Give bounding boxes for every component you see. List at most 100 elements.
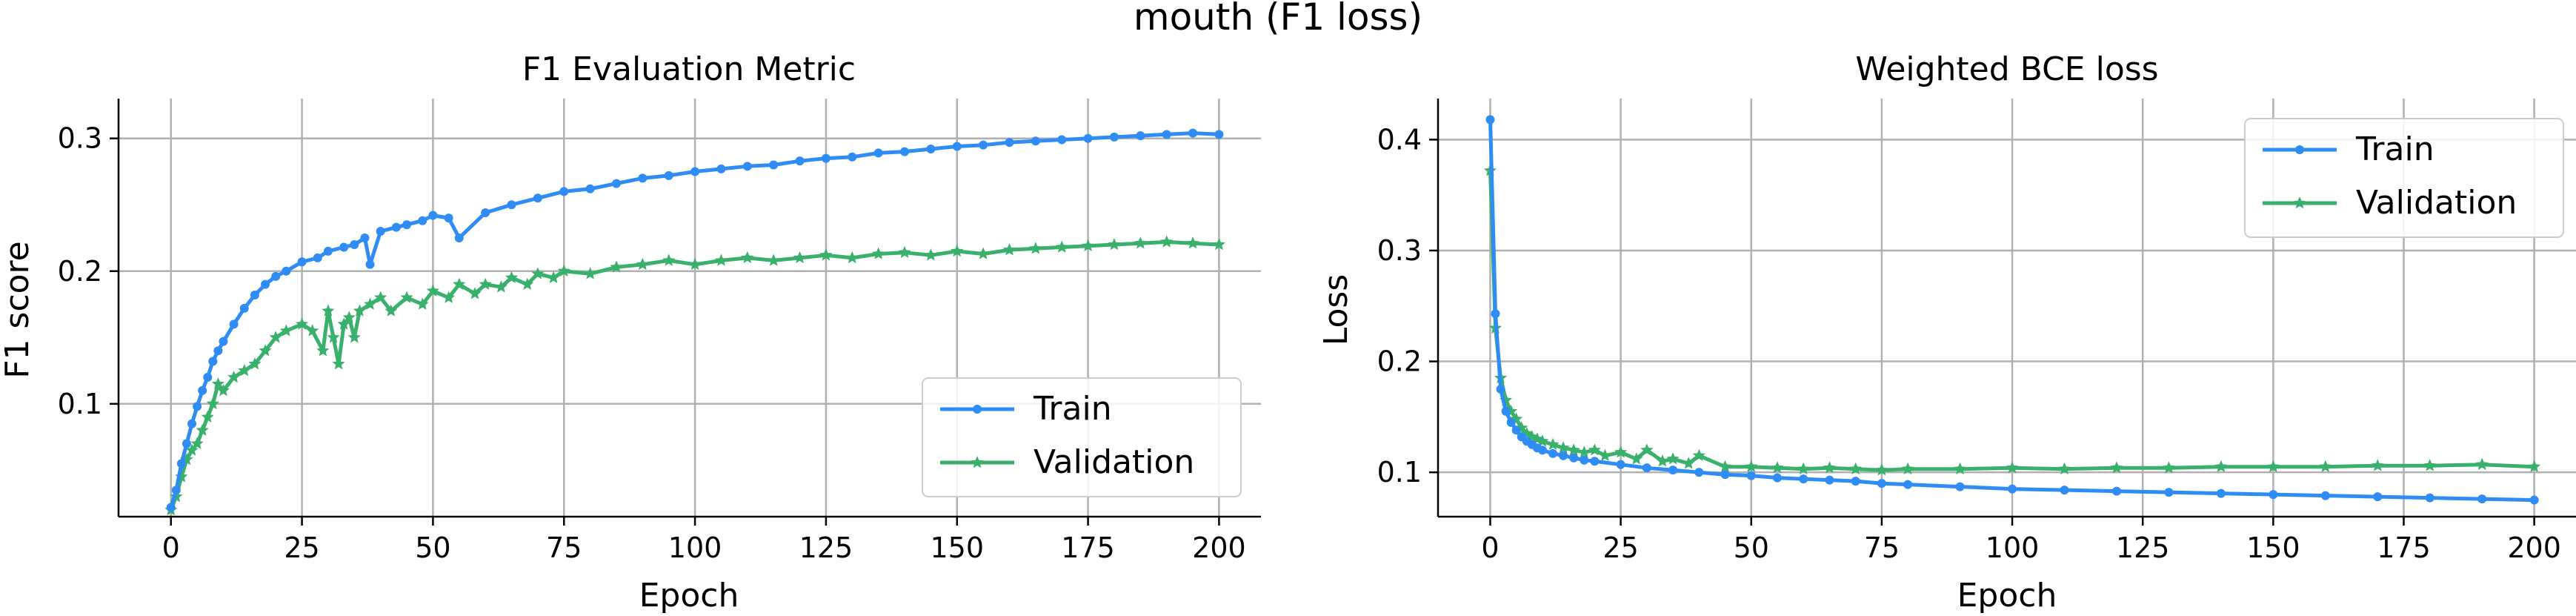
train-point [638,173,648,183]
train-point [533,193,542,203]
train-point [250,290,259,299]
train-point [402,220,412,230]
train-point [1616,460,1625,469]
train-point [1214,130,1224,139]
train-point [952,142,962,151]
validation-point [688,257,702,271]
x-tick-label: 100 [1986,531,2040,564]
train-point [1496,384,1505,394]
validation-point [1567,443,1580,456]
train-point [664,170,673,180]
validation-point [342,311,356,323]
train-point [1642,463,1651,473]
train-point [1083,133,1093,143]
train-point [1188,128,1198,138]
validation-point [1630,452,1643,465]
x-tick-label: 200 [1192,531,1246,564]
train-point [1537,446,1547,455]
validation-point [505,271,519,283]
train-point [444,213,453,223]
train-point [376,227,385,236]
validation-point [662,254,676,266]
validation-point [2006,461,2019,474]
validation-point [1055,240,1068,253]
train-point [769,160,779,170]
train-point [1720,470,1730,480]
validation-point [2057,462,2071,474]
train-point [391,222,401,232]
train-point [239,303,249,313]
validation-point [1557,441,1570,454]
validation-point [206,397,219,410]
train-point [1491,309,1500,319]
validation-point [269,331,282,343]
train-point [313,253,322,262]
validation-point [845,251,859,264]
train-point [821,153,831,163]
bce-y-axis-label: Loss [1317,274,1355,346]
validation-point [872,247,885,259]
train-point [2269,490,2278,500]
validation-point [332,357,345,370]
validation-point [327,331,340,343]
y-tick-label: 0.3 [1377,234,1422,267]
f1-legend: Train Validation [922,377,1242,497]
validation-point [2475,457,2489,470]
validation-point [1134,236,1147,249]
train-point [795,156,805,166]
train-point [208,357,218,366]
x-tick-label: 25 [1602,531,1638,564]
train-point [213,346,223,356]
train-point [979,140,988,150]
train-point [1485,115,1495,125]
train-point [193,402,202,411]
train-point [1877,479,1886,489]
train-point [1580,455,1589,465]
train-point [1668,466,1678,475]
validation-point [1692,448,1705,461]
legend-validation-marker [971,456,984,468]
train-point [166,503,176,512]
x-tick-label: 175 [1061,531,1115,564]
train-point [1955,482,1965,491]
validation-point [793,251,807,264]
x-tick-label: 175 [2377,531,2431,564]
train-point [339,242,349,252]
train-point [2111,486,2121,496]
f1-plot-area: 0 25 50 75 100 125 150 175 200 0.1 0.2 0.3 [58,99,1261,564]
validation-point [767,254,780,266]
validation-point [306,324,319,337]
f1-y-axis-label: F1 score [0,241,36,379]
legend-train-marker [973,405,982,414]
legend-train-label: Train [1033,390,1112,428]
train-point [1057,135,1067,145]
train-point [271,271,281,281]
validation-point [201,410,214,423]
train-point [1746,471,1756,480]
bce-loss-panel: Weighted BCE loss Epoch Loss 0 25 50 75 100 1… [1317,50,2576,615]
bce-legend: Train Validation [2244,118,2564,238]
f1-panel-title: F1 Evaluation Metric [522,50,856,88]
validation-point [1823,461,1836,474]
validation-point [2162,461,2175,474]
train-point [2477,494,2487,504]
validation-point [1614,446,1628,458]
train-point [1590,457,1600,466]
bce-panel-title: Weighted BCE loss [1855,50,2158,88]
validation-point [2371,459,2384,471]
train-point [926,145,936,154]
train-point [900,147,910,156]
train-point [690,167,700,176]
x-tick-label: 200 [2507,531,2561,564]
validation-point [1108,238,1121,251]
validation-point [479,277,492,290]
train-point [1162,130,1171,139]
legend-validation-label: Validation [1034,443,1194,481]
validation-point [1954,462,1967,474]
validation-point [924,248,937,261]
x-tick-label: 75 [1864,531,1900,564]
validation-point [636,257,649,271]
validation-point [385,304,398,317]
